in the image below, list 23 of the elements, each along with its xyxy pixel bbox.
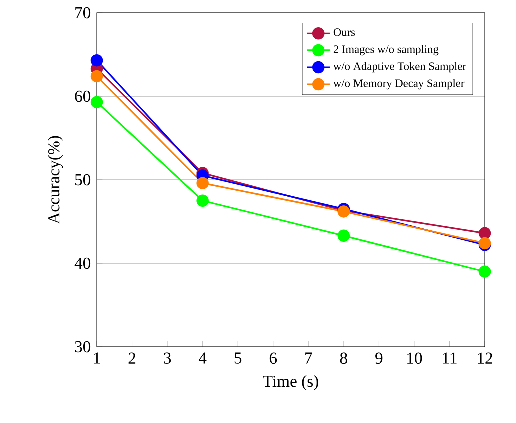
x-tick-label: 11 [443, 352, 457, 364]
x-tick-label: 8 [340, 352, 348, 364]
x-tick-label: 10 [408, 352, 422, 364]
y-axis-title: Accuracy(%) [48, 136, 64, 224]
x-tick-label: 5 [234, 352, 242, 364]
legend-label: 2 Images w/o sampling [334, 45, 439, 56]
x-tick-label: 1 [94, 352, 100, 364]
y-tick-label: 50 [75, 174, 91, 186]
y-tick-label: 40 [74, 258, 91, 270]
x-axis-title: Time (s) [263, 375, 318, 391]
x-tick-label: 6 [270, 352, 278, 364]
x-tick-label: 9 [376, 352, 383, 364]
x-tick-label: 7 [306, 352, 312, 364]
x-tick-label: 3 [164, 352, 172, 364]
y-tick-label: 70 [76, 7, 91, 19]
legend-label: w/o Adaptive Token Sampler [333, 62, 466, 73]
legend-label: Ours [334, 28, 356, 36]
legend-label: w/o Memory Decay Sampler [333, 79, 465, 90]
x-tick-label: 12 [478, 352, 492, 364]
x-tick-label: 2 [128, 352, 136, 364]
y-tick-label: 60 [75, 90, 91, 102]
y-tick-label: 30 [75, 341, 91, 353]
x-tick-label: 4 [198, 352, 207, 364]
